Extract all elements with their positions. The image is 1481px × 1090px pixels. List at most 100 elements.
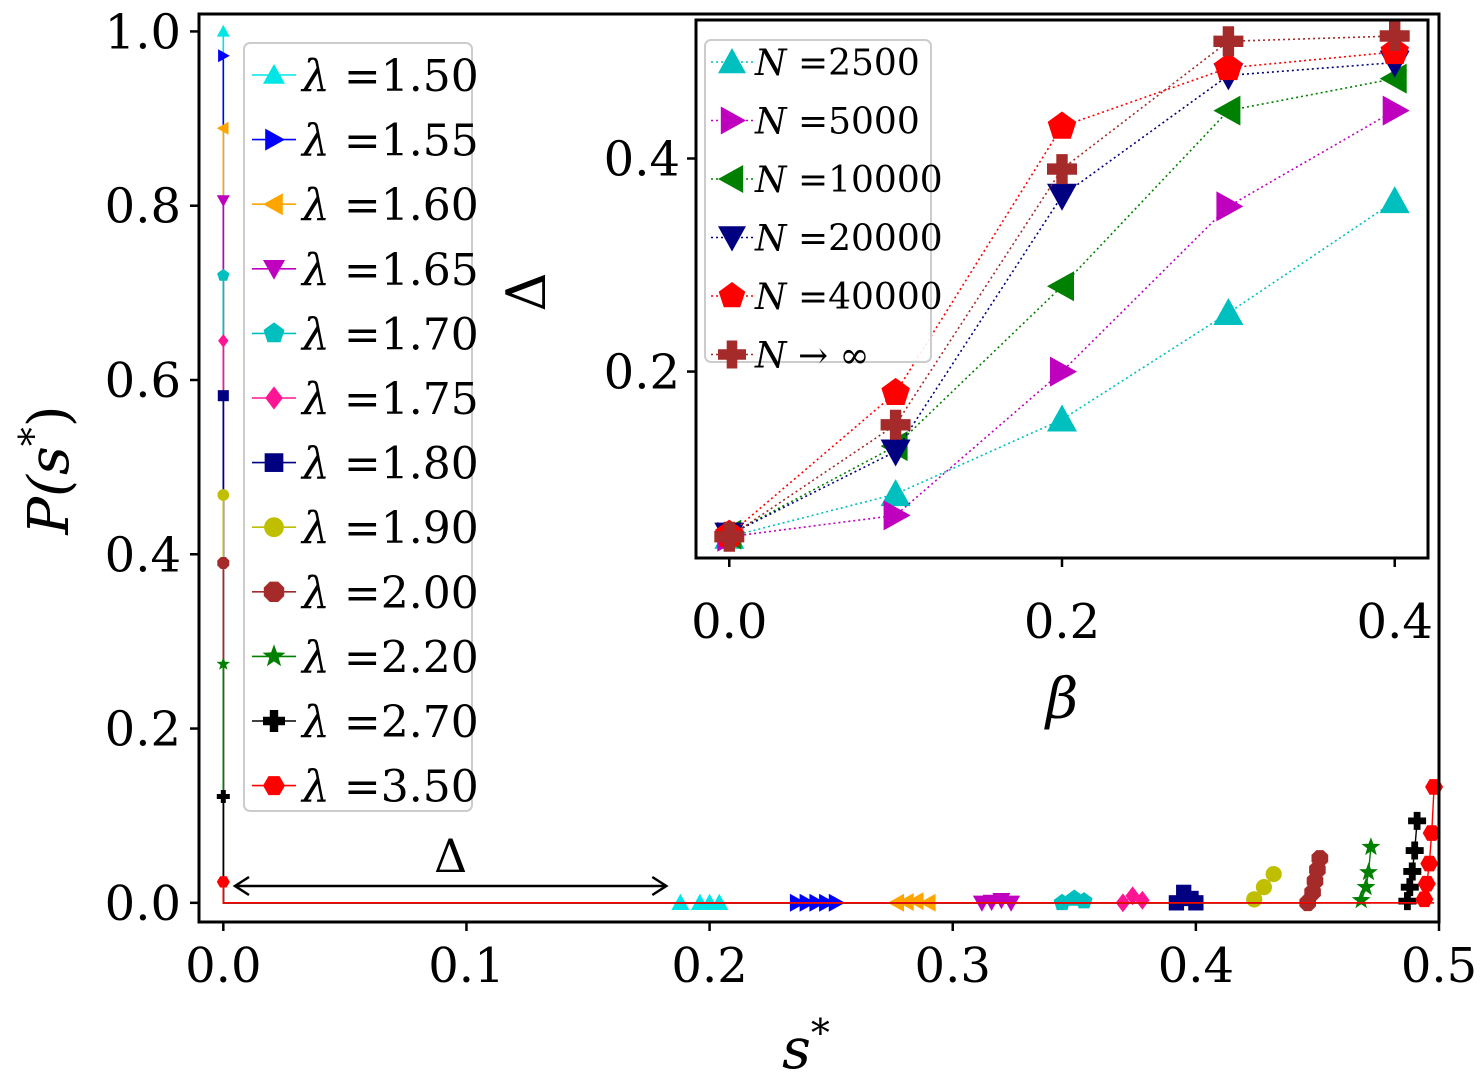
delta-annotation-label: Δ bbox=[434, 829, 467, 883]
inset-series bbox=[714, 21, 1410, 552]
cluster-point bbox=[1398, 892, 1417, 911]
inset-y-tick-label: 0.4 bbox=[604, 131, 680, 187]
legend-item: λ =2.00 bbox=[252, 568, 479, 619]
x-tick-label: 0.4 bbox=[1158, 938, 1234, 994]
cluster-point bbox=[1075, 892, 1093, 909]
main-legend-box bbox=[243, 42, 473, 812]
inset-legend-marker bbox=[718, 48, 746, 74]
inset-legend-label: N =20000 bbox=[754, 219, 943, 260]
inset-legend-label: N =10000 bbox=[754, 160, 943, 201]
cluster-point bbox=[1420, 855, 1439, 872]
legend-label: λ =3.50 bbox=[300, 762, 479, 813]
cluster-point bbox=[1408, 811, 1427, 830]
legend-label: λ =2.00 bbox=[300, 568, 479, 619]
point-p0 bbox=[216, 790, 230, 803]
inset-legend-item: N =20000 bbox=[711, 219, 943, 260]
legend-marker bbox=[263, 581, 285, 602]
legend-item: λ =1.90 bbox=[252, 503, 479, 554]
cluster-point bbox=[907, 892, 924, 911]
legend-label: λ =2.70 bbox=[300, 697, 479, 748]
main-x-axis-label: s* bbox=[782, 1011, 830, 1082]
cluster-point bbox=[1400, 878, 1419, 897]
inset-series-line bbox=[729, 109, 1396, 538]
delta-arrow-head-right bbox=[651, 875, 669, 897]
legend-label: λ =1.80 bbox=[300, 439, 479, 490]
inset-legend-item: N =5000 bbox=[711, 102, 920, 143]
legend-label: λ =1.90 bbox=[300, 503, 479, 554]
x-tick-label: 0.3 bbox=[915, 938, 991, 994]
legend-label: λ =1.55 bbox=[300, 116, 479, 167]
cluster-point bbox=[1265, 865, 1282, 883]
legend-item: λ =1.55 bbox=[252, 116, 479, 167]
legend-item: λ =1.65 bbox=[252, 245, 479, 296]
legend-item: λ =1.75 bbox=[252, 374, 479, 425]
cluster-point bbox=[1356, 877, 1376, 896]
cluster-point bbox=[1135, 890, 1150, 910]
inset-point bbox=[880, 479, 911, 507]
legend-item: λ =1.80 bbox=[252, 439, 479, 490]
legend-label: λ =1.75 bbox=[300, 374, 479, 425]
inset-legend: N =2500 N =5000 N =10000 N =20000 N =40000 N … bbox=[704, 39, 943, 377]
inset-point bbox=[880, 439, 911, 467]
inset-legend-item: N =40000 bbox=[711, 277, 943, 318]
cluster-point bbox=[1422, 825, 1441, 841]
y-tick-label: 0.2 bbox=[105, 702, 181, 758]
legend-item: λ =1.60 bbox=[252, 180, 479, 231]
legend-marker bbox=[265, 128, 285, 151]
inset-point bbox=[880, 409, 911, 440]
point-p0 bbox=[216, 121, 229, 135]
legend-item: λ =3.50 bbox=[252, 762, 479, 813]
y-tick-label: 0.8 bbox=[105, 179, 181, 235]
point-p0 bbox=[217, 557, 230, 569]
inset-x-tick-label: 0.2 bbox=[1024, 594, 1100, 650]
inset-point bbox=[883, 500, 911, 531]
main-plot-frame bbox=[197, 12, 1441, 924]
legend-item: λ =2.70 bbox=[252, 697, 479, 748]
cluster-point bbox=[1255, 879, 1273, 896]
legend-marker bbox=[264, 453, 284, 472]
cluster-point bbox=[1417, 875, 1436, 892]
inset-legend-marker bbox=[718, 165, 744, 193]
point-p0 bbox=[216, 24, 230, 37]
point-p0 bbox=[216, 195, 230, 207]
inset-legend-item: N → ∞ bbox=[711, 336, 870, 377]
inset-point bbox=[1214, 52, 1243, 81]
inset-series-line bbox=[728, 51, 1395, 536]
legend-marker bbox=[263, 64, 285, 84]
inset-legend-label: N =5000 bbox=[754, 102, 920, 143]
inset-point bbox=[881, 377, 910, 405]
inset-point bbox=[1379, 21, 1410, 51]
inset-y-axis-label: Δ bbox=[495, 273, 558, 312]
y-tick-label: 1.0 bbox=[105, 4, 181, 60]
inset-legend-marker bbox=[720, 106, 746, 135]
point-p0 bbox=[216, 656, 231, 670]
inset-point bbox=[1213, 298, 1244, 325]
inset-legend-label: N =2500 bbox=[754, 43, 920, 84]
legend-label: λ =1.50 bbox=[300, 51, 479, 102]
series-line bbox=[222, 881, 1435, 904]
legend-label: λ =1.60 bbox=[300, 180, 479, 231]
legend-item: λ =2.20 bbox=[252, 632, 479, 683]
x-tick-label: 0.0 bbox=[185, 938, 261, 994]
inset-point bbox=[1382, 95, 1410, 126]
cluster-point bbox=[1311, 850, 1329, 867]
cluster-point bbox=[1405, 841, 1424, 860]
delta-annotation: Δ bbox=[232, 829, 669, 897]
y-tick-label: 0.0 bbox=[105, 876, 181, 932]
inset-point bbox=[1047, 404, 1077, 432]
inset-axes: 0.0 0.2 0.4 0.2 0.4 bbox=[604, 131, 1433, 650]
legend-marker bbox=[263, 322, 285, 343]
inset-point bbox=[1379, 63, 1407, 94]
main-plot-series bbox=[216, 24, 1444, 913]
inset-series-line bbox=[728, 77, 1395, 536]
x-tick-label: 0.2 bbox=[671, 938, 747, 994]
inset-series-→ ∞ bbox=[714, 21, 1410, 552]
legend-label: λ =1.65 bbox=[300, 245, 479, 296]
inset-x-tick-label: 0.0 bbox=[691, 594, 767, 650]
point-p0 bbox=[216, 876, 230, 888]
legend-marker bbox=[263, 193, 283, 216]
inset-point bbox=[1379, 186, 1410, 214]
point-p0 bbox=[218, 334, 229, 348]
inset-point bbox=[1050, 356, 1077, 387]
